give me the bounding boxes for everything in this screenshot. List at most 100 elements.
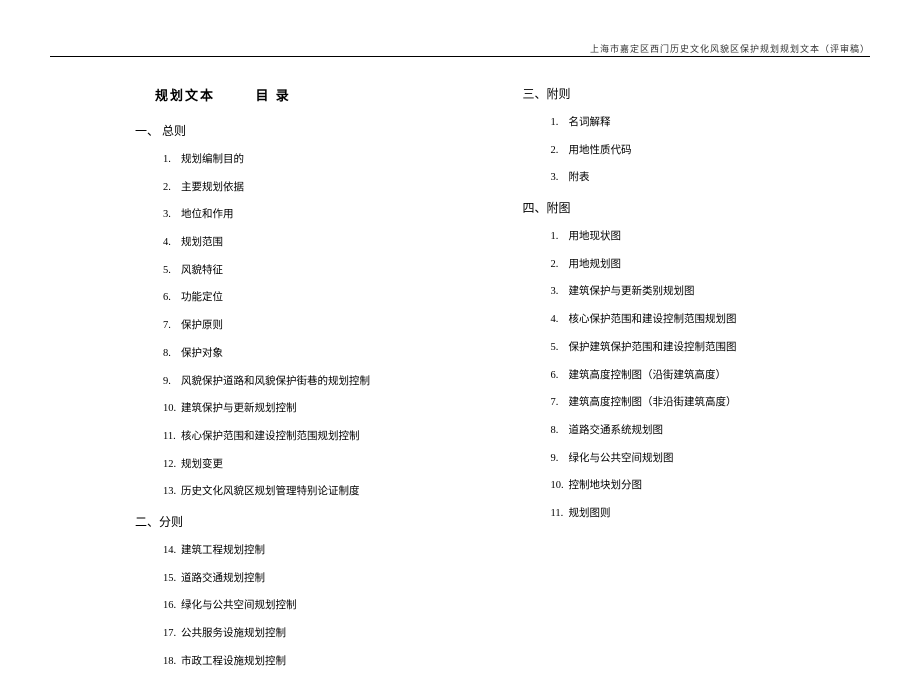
page-header-text: 上海市嘉定区西门历史文化风貌区保护规划规划文本（评审稿）: [590, 42, 870, 55]
item-text: 规划图则: [569, 508, 611, 519]
item-text: 建筑保护与更新类别规划图: [569, 286, 695, 297]
item-text: 建筑工程规划控制: [181, 545, 265, 556]
item-text: 规划范围: [181, 237, 223, 248]
item-text: 保护原则: [181, 320, 223, 331]
item-text: 功能定位: [181, 292, 223, 303]
toc-item: 5.风貌特征: [163, 264, 483, 279]
item-text: 建筑高度控制图（非沿街建筑高度）: [569, 397, 737, 408]
item-num: 2.: [551, 144, 569, 159]
item-num: 16.: [163, 599, 181, 614]
item-text: 核心保护范围和建设控制范围规划控制: [181, 431, 360, 442]
item-text: 绿化与公共空间规划图: [569, 453, 674, 464]
item-num: 3.: [551, 285, 569, 300]
title-part-2: 目 录: [256, 88, 291, 103]
item-text: 地位和作用: [181, 209, 234, 220]
toc-item: 8.道路交通系统规划图: [551, 424, 871, 439]
item-num: 15.: [163, 572, 181, 587]
toc-item: 17.公共服务设施规划控制: [163, 627, 483, 642]
item-num: 3.: [163, 208, 181, 223]
item-text: 名词解释: [569, 117, 611, 128]
toc-item: 11.核心保护范围和建设控制范围规划控制: [163, 430, 483, 445]
toc-item: 4.核心保护范围和建设控制范围规划图: [551, 313, 871, 328]
item-text: 用地现状图: [569, 231, 622, 242]
toc-item: 10.建筑保护与更新规划控制: [163, 402, 483, 417]
toc-item: 18.市政工程设施规划控制: [163, 655, 483, 670]
item-text: 风貌特征: [181, 265, 223, 276]
toc-item: 3.地位和作用: [163, 208, 483, 223]
item-num: 17.: [163, 627, 181, 642]
item-num: 7.: [551, 396, 569, 411]
item-text: 建筑高度控制图（沿街建筑高度）: [569, 370, 727, 381]
right-column: 三、附则 1.名词解释 2.用地性质代码 3.附表 四、附图 1.用地现状图 2…: [523, 85, 871, 682]
item-text: 主要规划依据: [181, 182, 244, 193]
toc-item: 9.绿化与公共空间规划图: [551, 452, 871, 467]
item-num: 10.: [163, 402, 181, 417]
toc-item: 11.规划图则: [551, 507, 871, 522]
toc-item: 15.道路交通规划控制: [163, 572, 483, 587]
toc-item: 7.保护原则: [163, 319, 483, 334]
item-num: 11.: [551, 507, 569, 522]
section-3-title: 三、附则: [523, 85, 871, 102]
item-num: 13.: [163, 485, 181, 500]
toc-item: 7.建筑高度控制图（非沿街建筑高度）: [551, 396, 871, 411]
item-text: 控制地块划分图: [569, 480, 643, 491]
toc-item: 8.保护对象: [163, 347, 483, 362]
item-num: 1.: [551, 116, 569, 131]
item-text: 公共服务设施规划控制: [181, 628, 286, 639]
item-num: 2.: [163, 181, 181, 196]
toc-item: 6.建筑高度控制图（沿街建筑高度）: [551, 369, 871, 384]
toc-item: 4.规划范围: [163, 236, 483, 251]
item-text: 建筑保护与更新规划控制: [181, 403, 297, 414]
content-area: 规划文本 目 录 一、 总则 1.规划编制目的 2.主要规划依据 3.地位和作用…: [155, 85, 870, 682]
toc-item: 1.用地现状图: [551, 230, 871, 245]
toc-item: 5.保护建筑保护范围和建设控制范围图: [551, 341, 871, 356]
item-text: 附表: [569, 172, 590, 183]
item-num: 5.: [163, 264, 181, 279]
section-4-title: 四、附图: [523, 199, 871, 216]
item-text: 历史文化风貌区规划管理特别论证制度: [181, 486, 360, 497]
toc-item: 2.用地规划图: [551, 258, 871, 273]
header-divider: [50, 56, 870, 57]
main-title: 规划文本 目 录: [155, 85, 483, 104]
toc-item: 1.规划编制目的: [163, 153, 483, 168]
item-num: 18.: [163, 655, 181, 670]
left-column: 规划文本 目 录 一、 总则 1.规划编制目的 2.主要规划依据 3.地位和作用…: [155, 85, 523, 682]
item-text: 用地性质代码: [569, 145, 632, 156]
item-num: 7.: [163, 319, 181, 334]
item-num: 4.: [163, 236, 181, 251]
item-num: 9.: [551, 452, 569, 467]
item-text: 道路交通系统规划图: [569, 425, 664, 436]
item-num: 10.: [551, 479, 569, 494]
section-2-title: 二、分则: [135, 513, 483, 530]
item-text: 道路交通规划控制: [181, 573, 265, 584]
toc-item: 3.建筑保护与更新类别规划图: [551, 285, 871, 300]
item-num: 9.: [163, 375, 181, 390]
toc-item: 6.功能定位: [163, 291, 483, 306]
item-text: 规划编制目的: [181, 154, 244, 165]
toc-item: 2.主要规划依据: [163, 181, 483, 196]
toc-item: 1.名词解释: [551, 116, 871, 131]
item-text: 市政工程设施规划控制: [181, 656, 286, 667]
toc-item: 10.控制地块划分图: [551, 479, 871, 494]
item-text: 核心保护范围和建设控制范围规划图: [569, 314, 737, 325]
item-num: 8.: [551, 424, 569, 439]
item-num: 4.: [551, 313, 569, 328]
item-num: 6.: [163, 291, 181, 306]
item-num: 8.: [163, 347, 181, 362]
item-num: 1.: [551, 230, 569, 245]
item-text: 规划变更: [181, 459, 223, 470]
toc-item: 14.建筑工程规划控制: [163, 544, 483, 559]
section-1-title: 一、 总则: [135, 122, 483, 139]
toc-item: 16.绿化与公共空间规划控制: [163, 599, 483, 614]
title-part-1: 规划文本: [155, 88, 215, 103]
toc-item: 9.风貌保护道路和风貌保护街巷的规划控制: [163, 375, 483, 390]
item-num: 5.: [551, 341, 569, 356]
item-text: 保护建筑保护范围和建设控制范围图: [569, 342, 737, 353]
toc-item: 2.用地性质代码: [551, 144, 871, 159]
item-text: 风貌保护道路和风貌保护街巷的规划控制: [181, 376, 370, 387]
item-num: 12.: [163, 458, 181, 473]
item-num: 14.: [163, 544, 181, 559]
item-text: 用地规划图: [569, 259, 622, 270]
item-num: 3.: [551, 171, 569, 186]
item-num: 2.: [551, 258, 569, 273]
